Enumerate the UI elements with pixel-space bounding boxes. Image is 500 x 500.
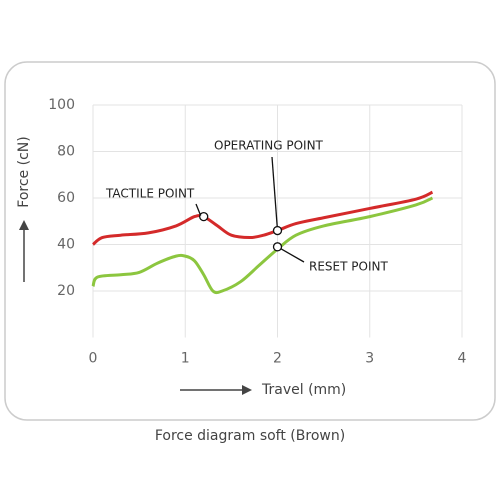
leader-line <box>271 156 279 231</box>
x-axis-label: Travel (mm) <box>261 382 346 398</box>
annotation-point <box>272 225 283 236</box>
caption: Force diagram soft (Brown) <box>155 428 345 444</box>
x-tick-label: 3 <box>365 351 374 367</box>
annotation-point <box>272 242 283 252</box>
leader-line <box>277 246 305 263</box>
x-tick-label: 1 <box>181 351 190 367</box>
y-tick-label: 60 <box>57 190 75 206</box>
annotation-label: RESET POINT <box>309 260 388 274</box>
x-arrow <box>180 385 252 395</box>
y-tick-label: 40 <box>57 237 75 253</box>
line <box>91 196 434 295</box>
y-tick-label: 80 <box>57 144 75 160</box>
x-tick-label: 0 <box>89 351 98 367</box>
y-tick-label: 20 <box>57 283 75 299</box>
y-arrow <box>19 220 29 282</box>
y-tick-label: 100 <box>48 97 75 113</box>
line <box>92 190 434 246</box>
y-axis-label: Force (cN) <box>16 136 32 207</box>
x-tick-label: 4 <box>458 351 467 367</box>
annotation-label: TACTILE POINT <box>105 187 195 201</box>
x-tick-label: 2 <box>273 351 282 367</box>
leader-line <box>195 203 202 216</box>
chart-frame <box>4 61 496 421</box>
annotation-point <box>199 211 209 222</box>
annotation-label: OPERATING POINT <box>214 139 324 153</box>
